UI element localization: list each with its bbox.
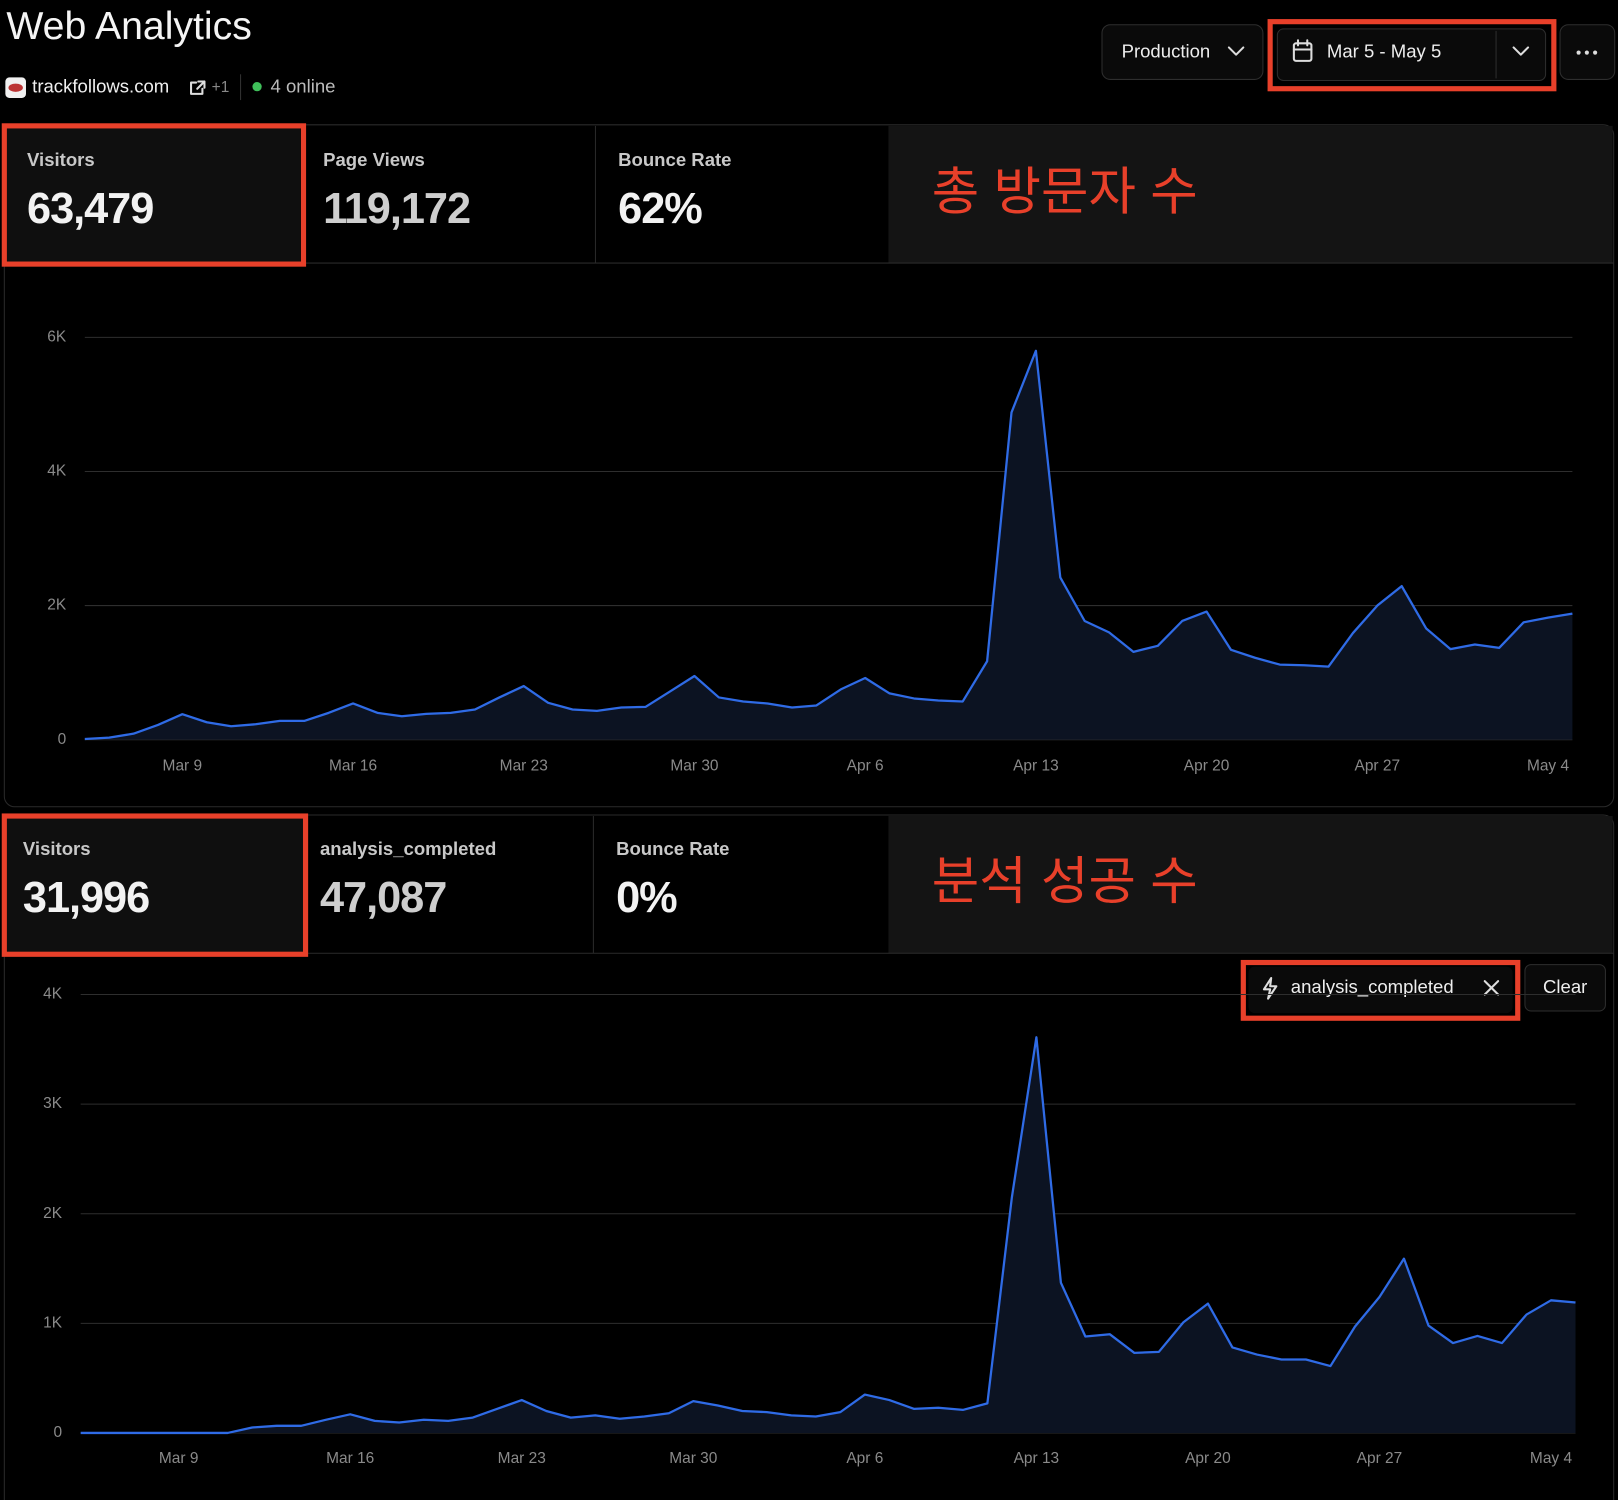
y-tick-label: 4K — [43, 986, 63, 1003]
stat-value[interactable]: 62% — [618, 185, 703, 233]
x-tick-label: Apr 20 — [1184, 758, 1230, 775]
stat-value[interactable]: 0% — [616, 874, 678, 922]
remove-filter-icon[interactable] — [1483, 980, 1500, 996]
chevron-icon[interactable] — [1512, 46, 1530, 56]
calendar-icon-detail — [1292, 39, 1313, 51]
stat-filler — [888, 125, 1613, 264]
x-tick-label: Apr 27 — [1357, 1450, 1403, 1467]
area-fill — [80, 1037, 1576, 1433]
stat-value[interactable]: 119,172 — [323, 185, 471, 233]
page-title: Web Analytics — [6, 5, 251, 48]
stat-label[interactable]: Visitors — [23, 838, 91, 859]
y-tick-label: 0 — [53, 1424, 62, 1441]
favicon-eye — [8, 83, 23, 92]
online-count: 4 online — [270, 76, 335, 97]
stat-label[interactable]: Visitors — [27, 149, 95, 170]
y-tick-label: 2K — [47, 597, 67, 614]
calendar-icon[interactable] — [1292, 42, 1313, 62]
stat-cell-selected[interactable] — [4, 125, 301, 264]
y-tick-label: 4K — [47, 463, 67, 480]
y-tick-label: 0 — [58, 731, 67, 748]
environment-label[interactable]: Production — [1122, 41, 1211, 62]
stat-cell-selected[interactable] — [4, 816, 304, 954]
y-tick-label: 1K — [43, 1314, 63, 1331]
chevron-icon[interactable] — [1227, 46, 1245, 56]
stat-value[interactable]: 31,996 — [23, 874, 150, 922]
ellipsis-icon — [1576, 50, 1598, 55]
y-tick-label: 2K — [43, 1205, 63, 1222]
x-tick-label: Apr 13 — [1013, 758, 1059, 775]
y-tick-label: 3K — [43, 1095, 63, 1112]
x-tick-label: Mar 9 — [159, 1450, 199, 1467]
stat-label[interactable]: Page Views — [323, 149, 425, 170]
site-link[interactable]: trackfollows.com — [32, 76, 169, 97]
clear-label[interactable]: Clear — [1543, 976, 1587, 997]
stat-label[interactable]: analysis_completed — [320, 838, 496, 859]
stat-value[interactable]: 63,479 — [27, 185, 154, 233]
date-range-label[interactable]: Mar 5 - May 5 — [1327, 41, 1441, 62]
x-tick-label: Apr 27 — [1355, 758, 1401, 775]
filter-label[interactable]: analysis_completed — [1291, 976, 1454, 998]
series-line — [84, 349, 1573, 741]
x-tick-label: Apr 20 — [1185, 1450, 1231, 1467]
x-tick-label: Mar 16 — [329, 758, 377, 775]
stat-value[interactable]: 47,087 — [320, 874, 447, 922]
site-extra[interactable]: +1 — [212, 79, 230, 96]
x-tick-label: May 4 — [1527, 758, 1570, 775]
external-link-icon[interactable] — [190, 80, 206, 95]
stat-label[interactable]: Bounce Rate — [618, 149, 731, 170]
x-tick-label: Mar 30 — [670, 758, 718, 775]
highlight-box — [1267, 19, 1557, 92]
y-tick-label: 6K — [47, 328, 67, 345]
x-tick-label: Apr 6 — [847, 758, 884, 775]
highlight-box — [1, 813, 309, 957]
stat-label[interactable]: Bounce Rate — [616, 838, 729, 859]
highlight-box — [1240, 959, 1521, 1021]
stat-filler — [888, 816, 1613, 954]
annotation: 분석 성공 수 — [932, 852, 1198, 910]
x-tick-label: May 4 — [1530, 1450, 1573, 1467]
annotation: 총 방문자 수 — [932, 163, 1198, 221]
clear-button[interactable] — [1524, 964, 1606, 1012]
x-tick-label: Mar 30 — [669, 1450, 717, 1467]
online-dot — [252, 82, 262, 92]
bolt-icon — [1262, 976, 1278, 1000]
environment-select[interactable] — [1101, 24, 1264, 80]
x-tick-label: Mar 9 — [163, 758, 203, 775]
x-tick-label: Mar 23 — [500, 758, 548, 775]
highlight-box — [1, 123, 307, 267]
x-tick-label: Mar 23 — [498, 1450, 546, 1467]
x-tick-label: Apr 13 — [1014, 1450, 1060, 1467]
filter-chip[interactable] — [1248, 966, 1513, 1014]
x-tick-label: Mar 16 — [326, 1450, 374, 1467]
x-tick-label: Apr 6 — [846, 1450, 883, 1467]
date-range-button[interactable] — [1276, 28, 1547, 81]
area-fill — [84, 350, 1573, 740]
series-line — [80, 1036, 1576, 1435]
